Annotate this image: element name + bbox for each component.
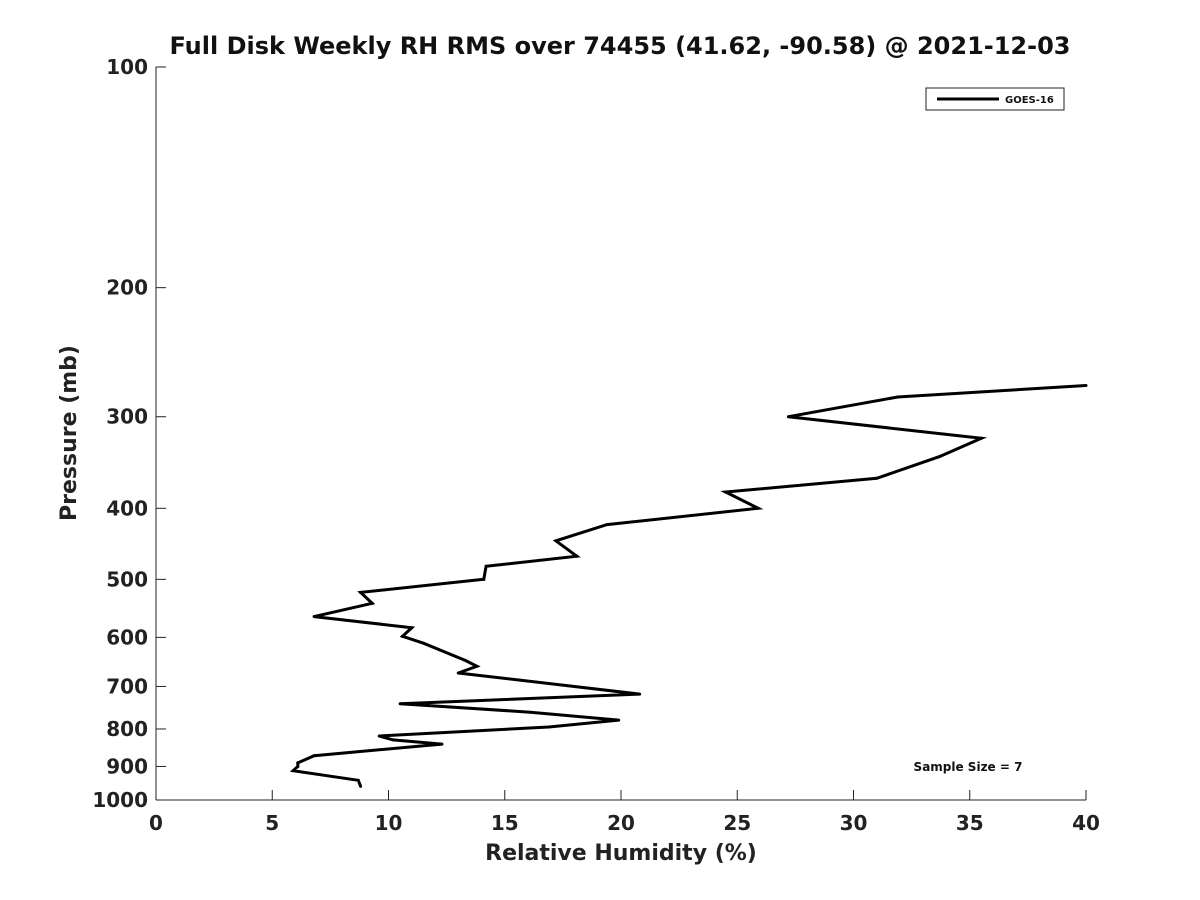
data-point [410,626,414,630]
y-tick-label: 200 [106,276,148,300]
x-tick-label: 25 [723,811,751,835]
x-tick-label: 10 [375,811,403,835]
x-ticks: 0 5 10 15 20 25 30 35 40 [149,790,1100,835]
data-point [875,476,879,480]
data-point [475,664,479,668]
x-tick-label: 40 [1072,811,1100,835]
x-tick-label: 20 [607,811,635,835]
y-tick-label: 100 [106,55,148,79]
x-tick-label: 15 [491,811,519,835]
data-point [296,761,300,765]
data-point [484,564,488,568]
data-point [421,641,425,645]
y-tick-label: 400 [106,496,148,520]
y-tick-label: 600 [106,625,148,649]
data-point [377,734,381,738]
data-point [400,634,404,638]
y-ticks: 100 200 300 400 500 600 700 800 900 1000 [92,55,166,812]
data-point [528,710,532,714]
y-tick-label: 500 [106,567,148,591]
y-tick-label: 1000 [92,788,148,812]
data-point [554,539,558,543]
chart-title: Full Disk Weekly RH RMS over 74455 (41.6… [169,32,1070,60]
data-point [938,455,942,459]
x-tick-label: 0 [149,811,163,835]
legend-label-goes16: GOES-16 [1005,95,1054,106]
y-tick-label: 900 [106,754,148,778]
data-point [896,395,900,399]
data-point [617,718,621,722]
data-point [291,769,295,773]
data-point [312,615,316,619]
data-point [296,764,300,768]
x-tick-label: 35 [956,811,984,835]
data-point [1084,384,1088,388]
series-line-goes16 [289,384,1087,787]
x-tick-label: 30 [840,811,868,835]
data-point [463,658,467,662]
series-points [291,384,1088,788]
x-tick-label: 5 [265,811,279,835]
data-point [359,784,363,788]
data-point [605,523,609,527]
y-tick-label: 700 [106,674,148,698]
data-point [482,577,486,581]
data-point [575,554,579,558]
data-point [398,702,402,706]
data-point [312,754,316,758]
data-point [979,436,983,440]
data-point [756,506,760,510]
data-point [547,725,551,729]
data-point [391,738,395,742]
x-axis-label: Relative Humidity (%) [485,841,757,866]
data-point [638,692,642,696]
y-tick-label: 800 [106,717,148,741]
legend: GOES-16 [925,87,1065,111]
y-tick-label: 300 [106,405,148,429]
y-axis-label: Pressure (mb) [57,345,82,521]
data-point [724,490,728,494]
data-point [359,590,363,594]
data-point [370,601,374,605]
data-point [456,671,460,675]
data-point [440,742,444,746]
sample-size-annotation: Sample Size = 7 [914,760,1023,774]
data-point [786,415,790,419]
data-point [356,778,360,782]
